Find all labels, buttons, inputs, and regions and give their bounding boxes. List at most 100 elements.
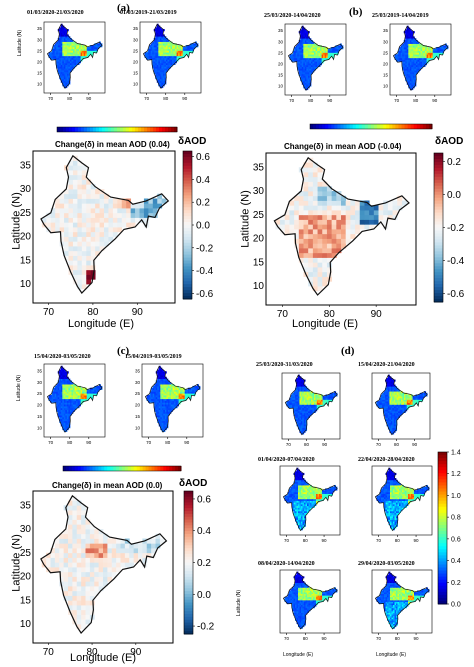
y-axis-label: Latitude (N): [10, 534, 23, 592]
colorbar-tick-label: 0.4: [451, 558, 461, 565]
map-title: 15/04/2020-03/05/2020: [34, 354, 91, 360]
x-axis-label: Longitude (E): [283, 652, 314, 658]
aod-map: 70 80 90 35 30 25 20 15 10: [271, 23, 347, 104]
colorbar-tick-label: 1.0: [451, 493, 461, 500]
tick-label: 70: [43, 307, 55, 318]
tick-label: 15: [20, 255, 32, 266]
tick-label: 80: [324, 309, 336, 320]
colorbar-title: δAOD: [179, 478, 208, 489]
aod-map: 70 80 90: [268, 372, 341, 448]
map-title: 15/04/2020-21/04/2020: [358, 362, 415, 368]
y-axis-label: Latitude (N): [16, 374, 23, 402]
tick-label: 30: [37, 37, 43, 42]
tick-label: 15: [37, 71, 43, 76]
map-title: 22/04/2020-28/04/2020: [358, 457, 415, 463]
tick-label: 20: [20, 232, 32, 243]
tick-label: 15: [133, 71, 139, 76]
tick-label: 35: [20, 500, 32, 511]
tick-label: 90: [432, 98, 438, 103]
tick-label: 90: [412, 442, 418, 447]
tick-label: 30: [278, 39, 284, 44]
tick-label: 80: [303, 636, 309, 641]
tick-label: 80: [165, 440, 171, 445]
tick-label: 25: [20, 548, 32, 559]
tick-label: 70: [286, 442, 292, 447]
tick-label: 80: [308, 98, 314, 103]
x-axis-label: Longitude (E): [376, 652, 407, 658]
tick-label: 35: [37, 368, 43, 373]
map-title: 08/04/2020-14/04/2020: [258, 561, 315, 567]
tick-label: 25: [253, 210, 265, 221]
tick-label: 90: [322, 538, 328, 543]
tick-label: 30: [133, 37, 139, 42]
colorbar-tick-label: 0.0: [196, 221, 210, 232]
colorbar-tick-label: -0.2: [197, 622, 215, 633]
tick-label: 30: [135, 380, 141, 385]
tick-label: 35: [20, 160, 32, 171]
chart-title: Change(δ) in mean AOD (0.0): [52, 481, 163, 490]
tick-label: 30: [37, 380, 43, 385]
tick-label: 80: [67, 96, 73, 101]
aod-colorbar-horizontal: [309, 116, 433, 130]
tick-label: 20: [37, 59, 43, 64]
tick-label: 70: [376, 442, 382, 447]
tick-label: 20: [383, 61, 389, 66]
map-title: 25/03/2020-31/03/2020: [256, 362, 313, 368]
tick-label: 70: [376, 538, 382, 543]
colorbar-tick-label: 0.4: [197, 526, 211, 537]
colorbar-tick-label: 0.4: [196, 175, 210, 186]
aod-map: 70 80 90: [358, 465, 433, 544]
tick-label: 15: [135, 414, 141, 419]
tick-label: 10: [37, 82, 43, 87]
x-axis-label: Longitude (E): [70, 652, 137, 664]
panel-label-d: (d): [341, 345, 355, 357]
tick-label: 10: [133, 82, 139, 87]
tick-label: 90: [414, 636, 420, 641]
tick-label: 10: [20, 279, 32, 290]
aod-map: 70 80 90 35 30 25 20 15 10: [126, 21, 202, 102]
tick-label: 35: [253, 162, 265, 173]
chart-title: Change(δ) in mean AOD (-0.04): [284, 142, 402, 151]
tick-label: 70: [144, 96, 150, 101]
tick-label: 30: [20, 184, 32, 195]
tick-label: 80: [303, 538, 309, 543]
colorbar-tick-label: 0.2: [196, 198, 210, 209]
tick-label: 80: [87, 647, 99, 658]
tick-label: 90: [322, 636, 328, 641]
tick-label: 90: [371, 309, 383, 320]
map-title: 25/03/2019-14/04/2019: [372, 13, 429, 19]
tick-label: 80: [413, 98, 419, 103]
colorbar-tick-label: -0.2: [196, 243, 214, 254]
map-title: 01/03/2019-21/03/2019: [120, 10, 177, 16]
tick-label: 80: [87, 307, 99, 318]
colorbar-tick-label: 0.0: [447, 190, 461, 201]
tick-label: 70: [48, 96, 54, 101]
colorbar-tick-label: 0.6: [451, 536, 461, 543]
tick-label: 70: [48, 440, 54, 445]
colorbar-tick-label: 0.0: [197, 590, 211, 601]
tick-label: 70: [146, 440, 152, 445]
tick-label: 30: [383, 39, 389, 44]
colorbar-tick-label: 0.2: [197, 558, 211, 569]
panel-label-b: (b): [349, 6, 363, 18]
colorbar-tick-label: -0.6: [196, 289, 214, 300]
tick-label: 15: [37, 414, 43, 419]
colorbar-tick-label: -0.2: [447, 223, 465, 234]
tick-label: 90: [184, 440, 190, 445]
tick-label: 70: [289, 98, 295, 103]
aod-colorbar-horizontal: [56, 119, 178, 133]
colorbar-tick-label: 0.8: [451, 515, 461, 522]
panel-label-a: (a): [117, 2, 130, 14]
delta-aod-map: 70 80 90 35 30 25 20 15 10: [20, 150, 176, 318]
tick-label: 35: [37, 26, 43, 31]
tick-label: 80: [394, 442, 400, 447]
tick-label: 90: [130, 647, 142, 658]
map-title: 29/04/2020-03/05/2020: [358, 561, 415, 567]
tick-label: 70: [284, 538, 290, 543]
tick-label: 80: [395, 636, 401, 641]
colorbar-tick-label: 0.0: [451, 602, 461, 609]
aod-map: 70 80 90: [358, 372, 431, 448]
tick-label: 80: [67, 440, 73, 445]
tick-label: 15: [253, 257, 265, 268]
tick-label: 20: [37, 403, 43, 408]
